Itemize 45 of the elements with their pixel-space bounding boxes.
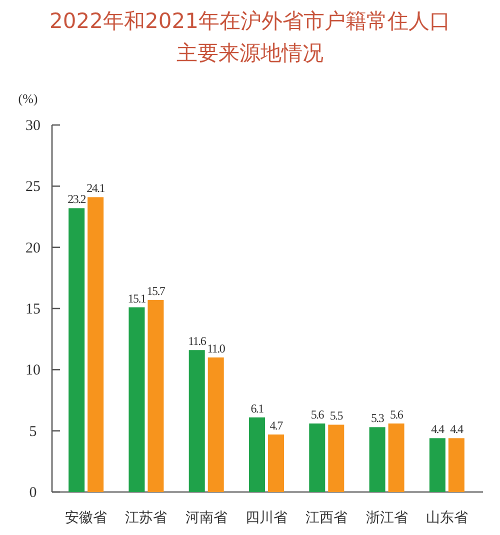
data-label: 4.4	[450, 422, 464, 436]
data-label: 5.3	[370, 411, 384, 426]
bar	[369, 427, 386, 492]
data-label: 15.1	[128, 291, 146, 306]
chart-title: 2022年和2021年在沪外省市户籍常住人口	[50, 9, 450, 33]
x-tick-label: 安徽省	[65, 510, 108, 526]
bar	[309, 423, 326, 492]
bar	[188, 350, 205, 492]
x-tick-label: 江苏省	[125, 510, 168, 526]
data-label: 5.6	[390, 407, 404, 422]
bar	[88, 197, 104, 492]
data-label: 24.1	[86, 181, 106, 196]
y-tick-label: 25	[26, 179, 40, 196]
bar	[68, 208, 85, 492]
y-tick-label: 30	[26, 118, 40, 134]
y-tick-label: 20	[26, 240, 40, 256]
bar	[448, 438, 464, 492]
x-tick-label: 河南省	[185, 510, 228, 526]
y-tick-label: 10	[26, 362, 40, 379]
chart-subtitle: 主要来源地情况	[176, 41, 324, 65]
x-tick-label: 四川省	[246, 510, 288, 526]
bar	[128, 307, 145, 492]
data-label: 15.7	[146, 284, 166, 298]
y-axis-title: (%)	[18, 91, 38, 106]
bar	[208, 357, 224, 492]
data-label: 23.2	[68, 192, 86, 206]
data-label: 5.5	[330, 408, 344, 423]
bar	[388, 423, 404, 492]
data-label: 11.0	[207, 341, 226, 356]
bar	[268, 434, 284, 492]
y-tick-label: 15	[26, 302, 40, 318]
data-label: 4.7	[270, 418, 284, 433]
bar	[328, 424, 344, 492]
x-tick-label: 浙江省	[366, 510, 408, 526]
data-label: 6.1	[250, 401, 264, 416]
data-label: 5.6	[310, 407, 324, 422]
x-tick-label: 山东省	[426, 510, 468, 526]
bar	[429, 438, 446, 492]
x-tick-label: 江西省	[306, 510, 348, 526]
bar	[249, 417, 265, 492]
y-tick-label: 5	[29, 424, 37, 440]
data-label: 4.4	[431, 422, 445, 436]
bar	[148, 300, 164, 492]
data-label: 11.6	[188, 334, 206, 348]
y-tick-label: 0	[29, 485, 37, 501]
